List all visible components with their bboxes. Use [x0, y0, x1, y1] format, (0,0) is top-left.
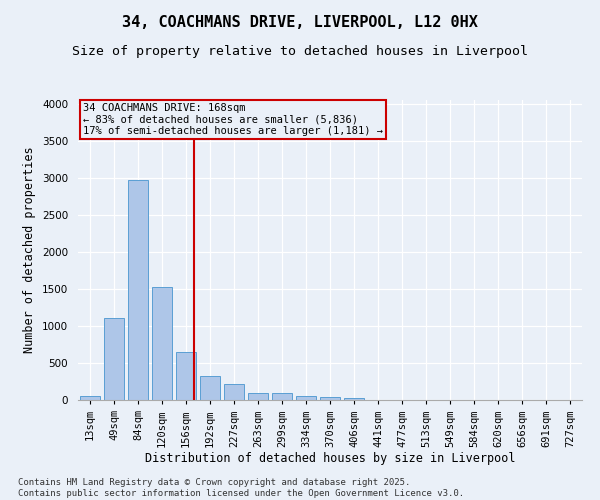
Text: Size of property relative to detached houses in Liverpool: Size of property relative to detached ho…: [72, 45, 528, 58]
Bar: [200, 376, 220, 400]
Bar: [272, 394, 292, 400]
Bar: [320, 398, 340, 400]
Bar: [176, 352, 196, 400]
Bar: [224, 384, 244, 400]
Text: 34 COACHMANS DRIVE: 168sqm
← 83% of detached houses are smaller (5,836)
17% of s: 34 COACHMANS DRIVE: 168sqm ← 83% of deta…: [83, 103, 383, 136]
Bar: [296, 396, 316, 400]
Y-axis label: Number of detached properties: Number of detached properties: [23, 146, 37, 354]
Bar: [248, 394, 268, 400]
Bar: [344, 398, 364, 400]
Bar: [152, 288, 172, 400]
Text: Contains HM Land Registry data © Crown copyright and database right 2025.
Contai: Contains HM Land Registry data © Crown c…: [18, 478, 464, 498]
X-axis label: Distribution of detached houses by size in Liverpool: Distribution of detached houses by size …: [145, 452, 515, 465]
Bar: [80, 396, 100, 400]
Bar: [104, 318, 124, 400]
Bar: [128, 180, 148, 400]
Text: 34, COACHMANS DRIVE, LIVERPOOL, L12 0HX: 34, COACHMANS DRIVE, LIVERPOOL, L12 0HX: [122, 15, 478, 30]
